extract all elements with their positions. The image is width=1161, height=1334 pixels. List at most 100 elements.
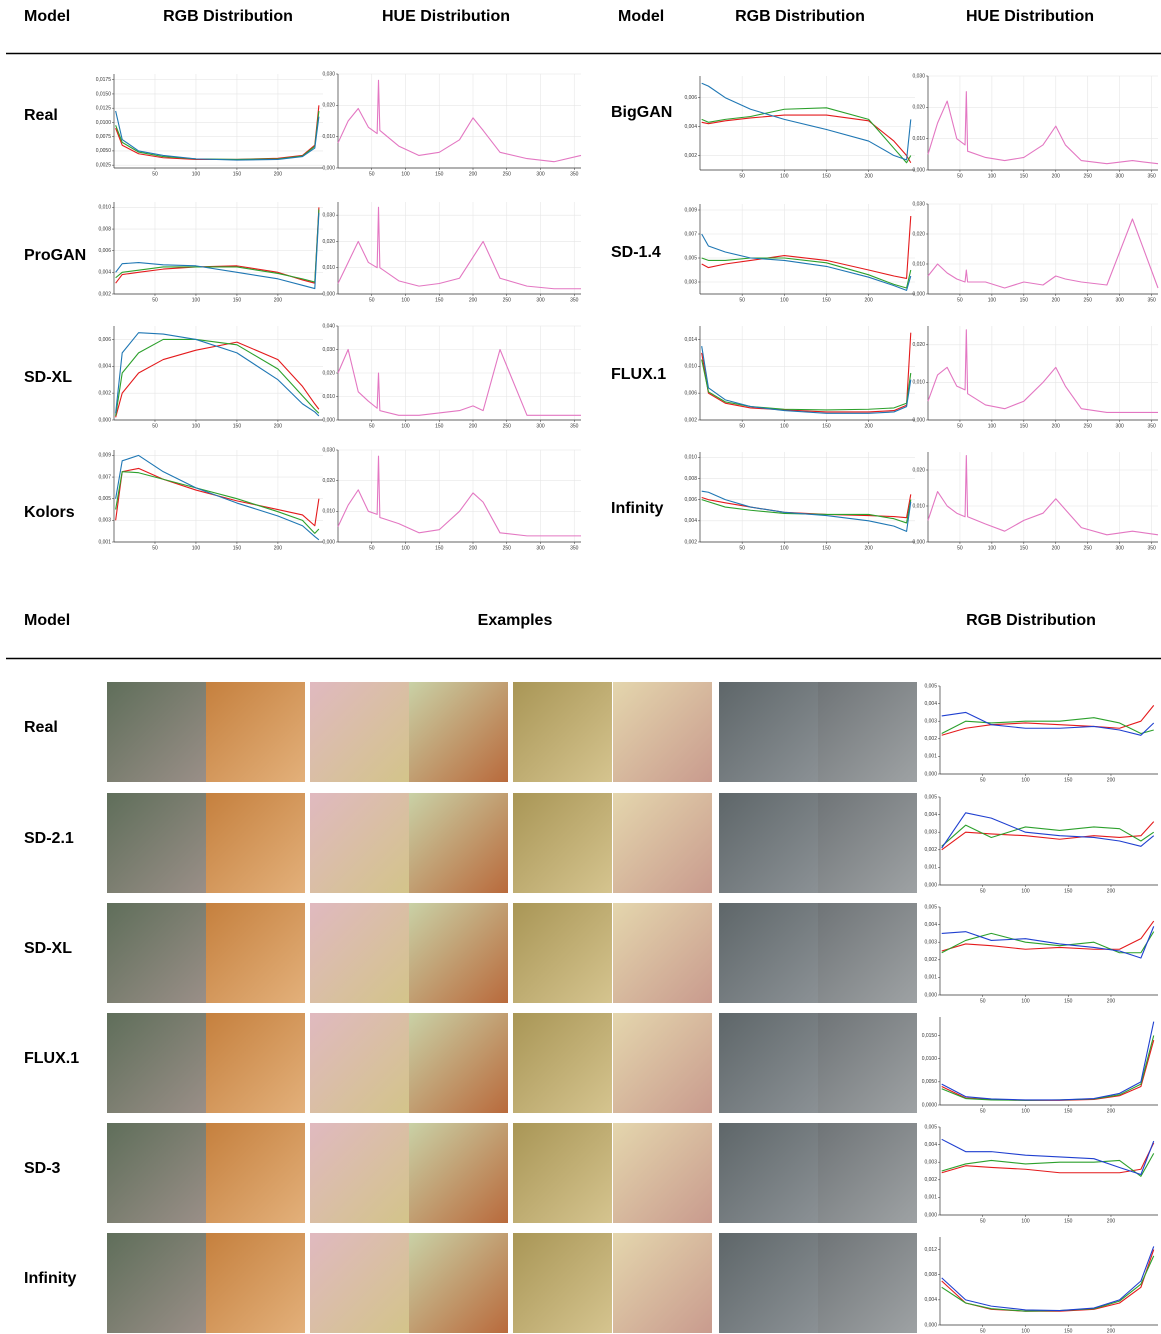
- x-tick-label: 100: [1021, 1218, 1030, 1224]
- x-tick-label: 100: [988, 173, 997, 179]
- x-tick-label: 50: [957, 297, 963, 303]
- x-tick-label: 300: [536, 297, 545, 303]
- y-tick-label: 0,002: [924, 847, 937, 853]
- x-tick-label: 100: [780, 173, 789, 179]
- x-tick-label: 50: [980, 998, 986, 1004]
- example-image: [107, 793, 206, 893]
- y-tick-label: 0,000: [322, 539, 335, 545]
- y-tick-label: 0,020: [912, 467, 925, 473]
- y-tick-label: 0,030: [912, 73, 925, 79]
- x-tick-label: 50: [957, 173, 963, 179]
- series-line: [928, 219, 1158, 288]
- y-tick-label: 0,008: [684, 476, 697, 482]
- chart: 0,0000,0100,02050100150200250300350: [912, 452, 1158, 551]
- x-tick-label: 250: [1084, 423, 1093, 429]
- x-tick-label: 50: [369, 423, 375, 429]
- y-tick-label: 0,001: [924, 975, 937, 981]
- y-tick-label: 0,000: [912, 539, 925, 545]
- y-tick-label: 0,009: [98, 453, 111, 459]
- y-tick-label: 0,010: [322, 394, 335, 400]
- model-label: SD-3: [24, 1160, 61, 1177]
- y-tick-label: 0,000: [322, 291, 335, 297]
- y-tick-label: 0,002: [924, 1177, 937, 1183]
- y-tick-label: 0,009: [684, 207, 697, 213]
- x-tick-label: 100: [1021, 1328, 1030, 1334]
- x-tick-label: 200: [864, 297, 873, 303]
- series-line: [116, 105, 319, 159]
- y-tick-label: 0,006: [684, 390, 697, 396]
- column-header: HUE Distribution: [966, 8, 1094, 25]
- y-tick-label: 0,020: [322, 103, 335, 109]
- column-header: HUE Distribution: [382, 8, 510, 25]
- series-line: [116, 455, 319, 539]
- model-label: Real: [24, 719, 58, 736]
- y-tick-label: 0,000: [924, 882, 937, 888]
- x-tick-label: 150: [233, 171, 242, 177]
- y-tick-label: 0,005: [684, 255, 697, 261]
- y-tick-label: 0,005: [924, 794, 937, 800]
- x-tick-label: 150: [1020, 297, 1029, 303]
- x-tick-label: 300: [1115, 423, 1124, 429]
- y-tick-label: 0,001: [924, 754, 937, 760]
- x-tick-label: 50: [980, 1218, 986, 1224]
- example-image: [513, 1013, 612, 1113]
- chart: 0,0000,0010,0020,0030,0040,0055010015020…: [924, 794, 1158, 894]
- example-image: [719, 1123, 818, 1223]
- x-tick-label: 50: [369, 297, 375, 303]
- example-image: [719, 793, 818, 893]
- example-image: [310, 1013, 409, 1113]
- y-tick-label: 0,002: [684, 153, 697, 159]
- example-image: [613, 793, 712, 893]
- y-tick-label: 0,003: [924, 940, 937, 946]
- x-tick-label: 250: [503, 171, 512, 177]
- chart: 0,0020,0040,0060,0080,01050100150200: [684, 452, 915, 551]
- example-image: [310, 1123, 409, 1223]
- x-tick-label: 100: [780, 297, 789, 303]
- series-line: [942, 1040, 1154, 1100]
- x-tick-label: 150: [1020, 423, 1029, 429]
- x-tick-label: 150: [822, 423, 831, 429]
- y-tick-label: 0,002: [684, 539, 697, 545]
- model-label: SD-XL: [24, 369, 72, 386]
- y-tick-label: 0,012: [924, 1247, 937, 1253]
- x-tick-label: 100: [192, 545, 201, 551]
- x-tick-label: 100: [780, 423, 789, 429]
- model-label: Infinity: [611, 500, 664, 517]
- y-tick-label: 0,040: [322, 323, 335, 329]
- example-image: [818, 793, 917, 893]
- y-tick-label: 0,010: [684, 364, 697, 370]
- example-image: [719, 1013, 818, 1113]
- y-tick-label: 0,010: [912, 261, 925, 267]
- y-tick-label: 0,010: [322, 509, 335, 515]
- chart: 0,0000,0100,0200,03050100150200250300350: [912, 201, 1158, 303]
- y-tick-label: 0,002: [98, 291, 111, 297]
- y-tick-label: 0,030: [322, 71, 335, 77]
- model-label: Infinity: [24, 1270, 77, 1287]
- example-image: [107, 1013, 206, 1113]
- chart: 0,0020,0040,0060,0080,01050100150200: [98, 202, 323, 303]
- x-tick-label: 150: [822, 173, 831, 179]
- y-tick-label: 0,002: [924, 736, 937, 742]
- y-tick-label: 0,004: [924, 701, 937, 707]
- example-image: [310, 682, 409, 782]
- chart: 0,0000,0010,0020,0030,0040,0055010015020…: [924, 683, 1158, 783]
- x-tick-label: 150: [435, 297, 444, 303]
- x-tick-label: 100: [401, 423, 410, 429]
- x-tick-label: 200: [274, 297, 283, 303]
- x-tick-label: 150: [1064, 888, 1073, 894]
- x-tick-label: 150: [1064, 1108, 1073, 1114]
- y-tick-label: 0,000: [912, 167, 925, 173]
- series-line: [116, 472, 319, 534]
- column-header: RGB Distribution: [163, 8, 293, 25]
- y-tick-label: 0,004: [924, 1142, 937, 1148]
- x-tick-label: 300: [536, 423, 545, 429]
- chart: 0,0020,0040,00650100150200: [684, 76, 915, 179]
- example-image: [107, 682, 206, 782]
- series-line: [942, 822, 1154, 850]
- y-tick-label: 0,0100: [922, 1056, 938, 1062]
- series-line: [338, 456, 581, 536]
- y-tick-label: 0,002: [98, 390, 111, 396]
- x-tick-label: 100: [1021, 998, 1030, 1004]
- chart: 0,0000,0100,02050100150200250300350: [912, 326, 1158, 429]
- x-tick-label: 200: [1107, 1218, 1116, 1224]
